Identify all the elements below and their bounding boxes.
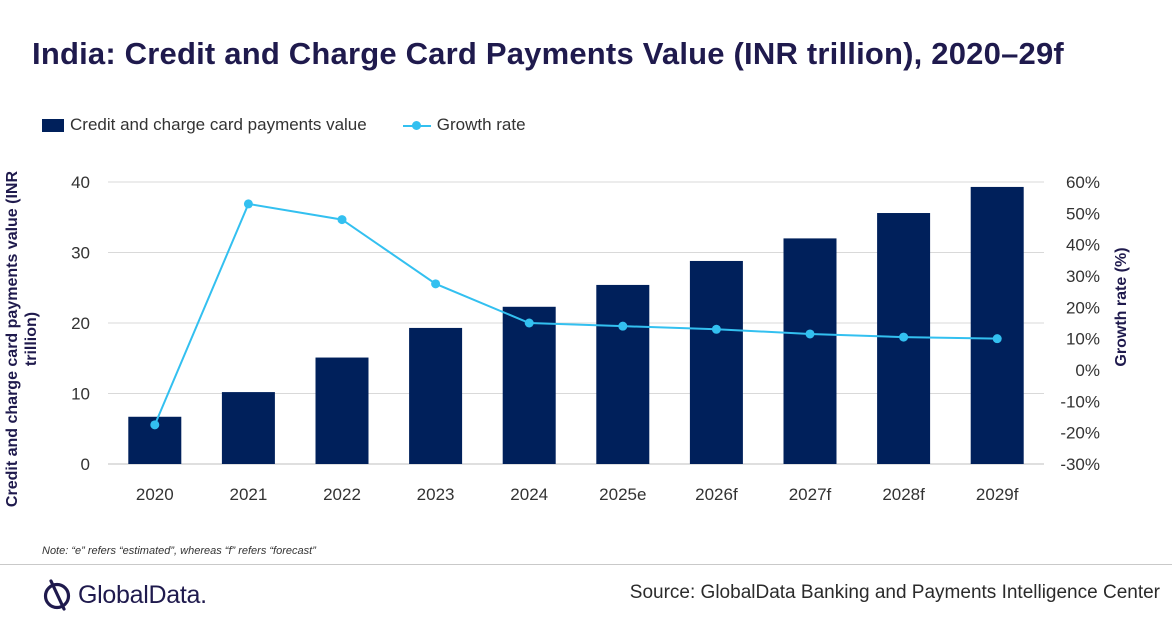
bar bbox=[596, 284, 650, 464]
x-tick-label: 2026f bbox=[695, 485, 738, 504]
legend-item-line: Growth rate bbox=[402, 115, 526, 135]
legend-line-marker bbox=[402, 119, 431, 132]
y2-tick-label: -30% bbox=[1060, 455, 1100, 474]
y2-tick-label: -10% bbox=[1060, 392, 1100, 411]
growth-rate-point bbox=[805, 329, 815, 339]
y-axis-left-ticks: 0 10 20 30 40 bbox=[71, 173, 90, 474]
y-axis-right-ticks: -30% -20% -10% 0% 10% 20% 30% 40% 50% 60% bbox=[1060, 173, 1100, 474]
growth-rate-point bbox=[711, 324, 721, 334]
footer-divider bbox=[0, 564, 1172, 565]
chart-legend: Credit and charge card payments value Gr… bbox=[42, 114, 562, 136]
bar bbox=[783, 238, 837, 464]
globaldata-logo-text: GlobalData. bbox=[78, 580, 207, 609]
bar bbox=[221, 392, 275, 464]
growth-rate-point bbox=[618, 321, 628, 331]
y-tick-label: 40 bbox=[71, 173, 90, 192]
growth-rate-point bbox=[243, 199, 253, 209]
y2-tick-label: 60% bbox=[1066, 173, 1100, 192]
x-tick-label: 2024 bbox=[510, 485, 548, 504]
x-tick-label: 2028f bbox=[882, 485, 925, 504]
x-tick-label: 2027f bbox=[789, 485, 832, 504]
y-tick-label: 20 bbox=[71, 314, 90, 333]
x-tick-label: 2021 bbox=[229, 485, 267, 504]
growth-rate-point bbox=[337, 215, 347, 225]
growth-rate-point bbox=[524, 318, 534, 328]
growth-rate-point bbox=[150, 420, 160, 430]
x-tick-label: 2023 bbox=[417, 485, 455, 504]
growth-rate-point bbox=[431, 279, 441, 289]
x-tick-label: 2020 bbox=[136, 485, 174, 504]
legend-label-bars: Credit and charge card payments value bbox=[70, 115, 367, 134]
y2-tick-label: 50% bbox=[1066, 204, 1100, 223]
y-tick-label: 10 bbox=[71, 385, 90, 404]
x-tick-label: 2025e bbox=[599, 485, 646, 504]
legend-bar-swatch bbox=[42, 118, 64, 132]
y2-tick-label: 20% bbox=[1066, 298, 1100, 317]
y2-tick-label: 0% bbox=[1075, 361, 1100, 380]
growth-rate-point bbox=[899, 332, 909, 342]
y2-tick-label: 10% bbox=[1066, 330, 1100, 349]
bar bbox=[502, 306, 556, 464]
growth-rate-point bbox=[992, 334, 1002, 344]
bar bbox=[689, 260, 743, 464]
x-axis-ticks: 2020 2021 2022 2023 2024 2025e 2026f 2027f 2028f… bbox=[136, 485, 1019, 504]
bar bbox=[315, 357, 369, 464]
y2-tick-label: 40% bbox=[1066, 236, 1100, 255]
growth-line-series bbox=[150, 199, 1002, 430]
growth-rate-line bbox=[153, 202, 998, 426]
chart-note: Note: “e” refers “estimated”, whereas “f… bbox=[42, 545, 316, 557]
y2-tick-label: 30% bbox=[1066, 267, 1100, 286]
x-tick-label: 2029f bbox=[976, 485, 1019, 504]
globaldata-logo: GlobalData. bbox=[42, 578, 207, 612]
legend-item-bars: Credit and charge card payments value bbox=[42, 115, 367, 135]
legend-label-line: Growth rate bbox=[436, 115, 526, 134]
y2-tick-label: -20% bbox=[1060, 424, 1100, 443]
bar bbox=[970, 186, 1024, 464]
chart-title: India: Credit and Charge Card Payments V… bbox=[32, 36, 1064, 71]
y-tick-label: 30 bbox=[71, 244, 90, 263]
globaldata-logo-icon bbox=[43, 579, 71, 611]
bar-series bbox=[128, 186, 1024, 464]
bar bbox=[409, 327, 463, 464]
source-text: Source: GlobalData Banking and Payments … bbox=[629, 582, 1160, 603]
x-tick-label: 2022 bbox=[323, 485, 361, 504]
y-tick-label: 0 bbox=[81, 455, 90, 474]
